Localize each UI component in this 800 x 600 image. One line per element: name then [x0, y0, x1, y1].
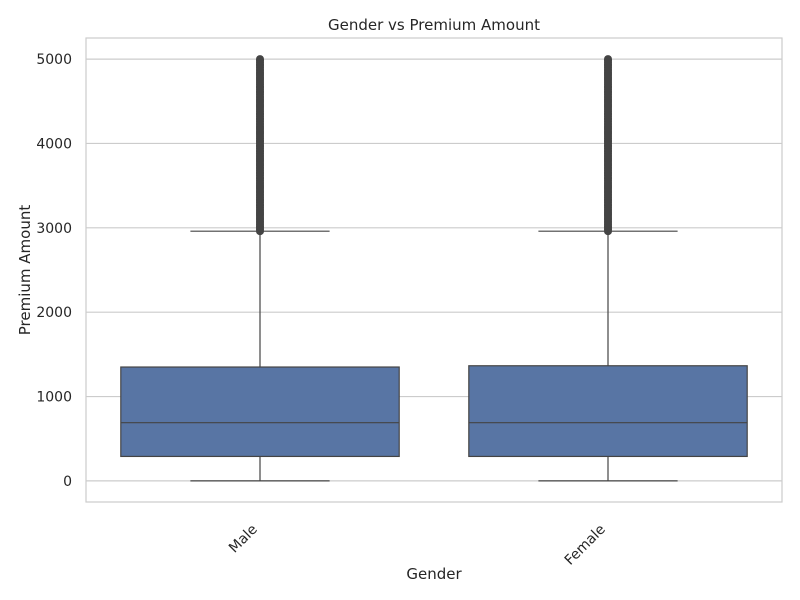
y-tick-label: 0 [63, 474, 72, 490]
x-tick-label: Male [226, 522, 261, 557]
y-axis-title: Premium Amount [16, 205, 34, 336]
x-tick-label: Female [562, 522, 609, 569]
outlier-points [604, 55, 612, 236]
y-tick-label: 1000 [36, 390, 72, 406]
y-tick-label: 4000 [36, 136, 72, 152]
y-tick-label: 3000 [36, 221, 72, 237]
y-tick-label: 5000 [36, 52, 72, 68]
chart-title: Gender vs Premium Amount [328, 16, 540, 34]
box-female [468, 55, 748, 482]
plot-frame [85, 37, 783, 503]
outlier-point [604, 55, 612, 64]
y-tick-label: 2000 [36, 305, 72, 321]
iqr-box [468, 365, 748, 458]
box-male [120, 55, 400, 482]
outlier-points [256, 55, 264, 236]
outlier-point [256, 55, 264, 64]
iqr-box [120, 366, 400, 458]
box-layer [120, 55, 748, 482]
x-axis-title: Gender [406, 565, 462, 583]
x-axis-ticks: Male Female [226, 522, 609, 569]
y-axis-ticks: 0 1000 2000 3000 4000 5000 [36, 52, 72, 490]
